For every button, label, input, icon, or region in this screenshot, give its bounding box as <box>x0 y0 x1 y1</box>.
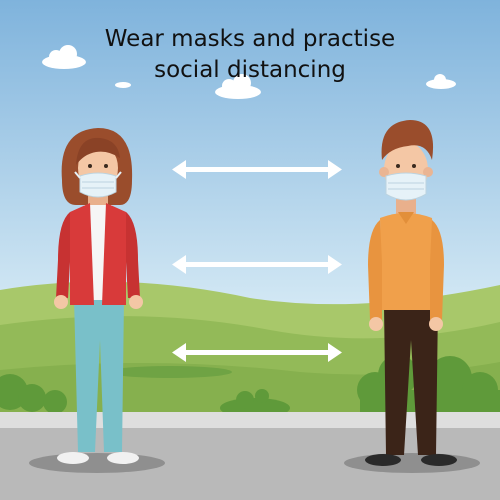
curb <box>0 412 500 428</box>
cloud-icon <box>426 74 456 89</box>
cloud-icon <box>42 45 86 69</box>
pond <box>108 366 232 378</box>
cloud-icon <box>115 82 131 88</box>
person-woman <box>54 128 143 464</box>
headline-line-1: Wear masks and practise <box>104 26 396 52</box>
shadow <box>29 453 165 473</box>
face-mask-icon <box>74 171 122 198</box>
headline: Wear masks and practise social distancin… <box>0 24 500 86</box>
headline-line-2: social distancing <box>154 57 346 83</box>
cloud-icon <box>215 74 261 99</box>
double-arrow-icon <box>172 160 342 179</box>
shadow <box>344 453 480 473</box>
double-arrow-icon <box>172 343 342 362</box>
person-man <box>365 120 457 466</box>
face-mask-icon <box>385 172 427 201</box>
bush <box>0 374 67 414</box>
double-arrow-icon <box>172 255 342 274</box>
